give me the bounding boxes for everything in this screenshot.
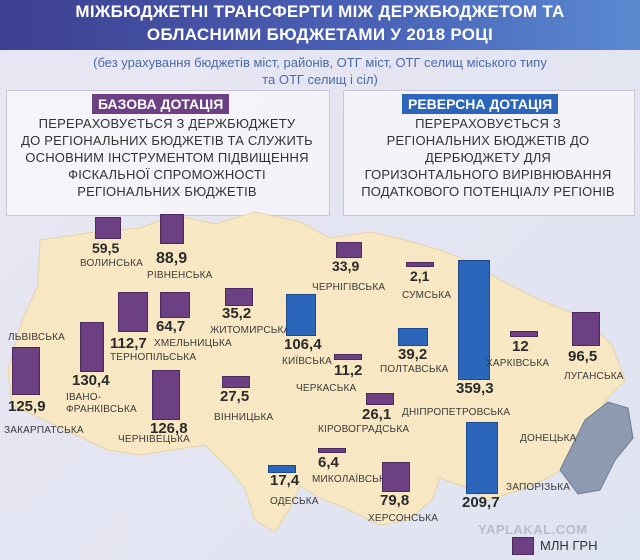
- reverse-desc-line: ДЕРБЮДЖЕТУ ДЛЯ: [424, 150, 552, 165]
- subtitle-line1: (без урахування бюджетів міст, районів, …: [93, 55, 547, 70]
- reverse-dotation-description: ПЕРЕРАХОВУЄТЬСЯ З РЕГІОНАЛЬНИХ БЮДЖЕТІВ …: [343, 115, 633, 200]
- bar-chernihivska: [336, 242, 362, 258]
- label-rivnenska: РІВНЕНСЬКА: [147, 270, 213, 281]
- label-dnipropetrovska: ДНІПРОПЕТРОВСЬКА: [402, 407, 511, 418]
- value-poltavska: 39,2: [398, 346, 428, 363]
- label-zaporizka: ЗАПОРІЗЬКА: [506, 482, 571, 493]
- label-ivano-frankivska: ІВАНО-ФРАНКІВСЬКА: [66, 392, 137, 415]
- label-khmelnytska: ХМЕЛЬНИЦЬКА: [154, 338, 232, 349]
- value-chernihivska: 33,9: [332, 258, 360, 274]
- watermark: YAPLAKAL.COM: [478, 522, 588, 537]
- bar-luhanska: [572, 312, 600, 346]
- value-kharkivska: 12: [512, 338, 529, 355]
- value-rivnenska: 88,9: [156, 250, 188, 267]
- value-kyivska: 106,4: [284, 336, 322, 353]
- bar-ternopilska: [118, 292, 148, 332]
- label-kyivska: КИЇВСЬКА: [282, 356, 333, 367]
- donetsk-area-outline: [559, 401, 634, 495]
- label-lvivska: ЛЬВІВСЬКА: [8, 332, 65, 343]
- bar-lvivska: [12, 347, 40, 395]
- bar-poltavska: [398, 328, 428, 346]
- reverse-desc-line: ГОРИЗОНТАЛЬНОГО ВИРІВНЮВАННЯ: [364, 167, 612, 182]
- bar-khmelnytska: [160, 292, 190, 318]
- value-cherkaska: 11,2: [334, 362, 363, 379]
- base-desc-line: ОСНОВНИМ ІНСТРУМЕНТОМ ПІДВИЩЕННЯ: [25, 150, 309, 165]
- bar-odeska: [268, 465, 296, 473]
- bar-cherkaska: [334, 354, 362, 360]
- label-luhanska: ЛУГАНСЬКА: [564, 371, 624, 382]
- label-volynska: ВОЛИНСЬКА: [80, 258, 144, 269]
- reverse-desc-line: РЕГІОНАЛЬНИХ БЮДЖЕТІВ ДО: [386, 133, 590, 148]
- bar-ivano-frankivska: [80, 322, 104, 372]
- legend-swatch: [512, 537, 534, 555]
- bar-kharkivska: [510, 331, 538, 337]
- bar-mykolaivska: [318, 448, 346, 453]
- bar-volynska: [95, 217, 121, 239]
- reverse-dotation-title: РЕВЕРСНА ДОТАЦІЯ: [402, 94, 559, 114]
- value-zhytomyrska: 35,2: [222, 305, 252, 322]
- label-ternopilska: ТЕРНОПІЛЬСЬКА: [110, 352, 197, 363]
- bar-chernivetska: [152, 370, 180, 420]
- legend-unit-label: МЛН ГРН: [540, 538, 598, 553]
- base-desc-line: ДО РЕГІОНАЛЬНИХ БЮДЖЕТІВ ТА СЛУЖИТЬ: [21, 133, 313, 148]
- value-mykolaivska: 6,4: [318, 454, 339, 471]
- label-zhytomyrska: ЖИТОМИРСЬКА: [210, 325, 291, 336]
- bar-vinnytska: [222, 376, 250, 388]
- value-khersonska: 79,8: [380, 492, 410, 509]
- label-donetska: ДОНЕЦЬКА: [520, 433, 577, 444]
- page-title-line1: МІЖБЮДЖЕТНІ ТРАНСФЕРТИ МІЖ ДЕРЖБЮДЖЕТОМ …: [75, 2, 565, 21]
- label-chernivetska: ЧЕРНІВЕЦЬКА: [118, 434, 190, 445]
- base-dotation-description: ПЕРЕРАХОВУЄТЬСЯ З ДЕРЖБЮДЖЕТУ ДО РЕГІОНА…: [6, 115, 328, 200]
- bar-khersonska: [382, 462, 410, 492]
- value-ternopilska: 112,7: [110, 335, 147, 352]
- reverse-desc-line: ПОДАТКОВОГО ПОТЕНЦІАЛУ РЕГІОНІВ: [361, 184, 615, 199]
- value-vinnytska: 27,5: [220, 388, 250, 405]
- label-cherkaska: ЧЕРКАСЬКА: [296, 383, 357, 394]
- value-sumska: 2,1: [410, 268, 430, 284]
- bar-zaporizka: [466, 422, 498, 494]
- value-kirovohradska: 26,1: [362, 406, 392, 423]
- bar-dnipropetrovska: [458, 260, 490, 380]
- value-ivano-frankivska: 130,4: [72, 372, 110, 389]
- label-vinnytska: ВІННИЦЬКА: [214, 412, 274, 423]
- value-volynska: 59,5: [92, 240, 120, 256]
- base-dotation-title: БАЗОВА ДОТАЦІЯ: [92, 94, 230, 114]
- page-title-line2: ОБЛАСНИМИ БЮДЖЕТАМИ У 2018 РОЦІ: [146, 25, 494, 44]
- bar-sumska: [406, 262, 434, 267]
- label-zakarpatska: ЗАКАРПАТСЬКА: [4, 425, 84, 436]
- bar-kyivska: [286, 294, 316, 336]
- value-lvivska: 125,9: [8, 398, 46, 415]
- value-dnipropetrovska: 359,3: [456, 380, 494, 397]
- subtitle-line2: та ОТГ селищ і сіл): [262, 72, 378, 87]
- value-odeska: 17,4: [270, 472, 300, 489]
- label-kirovohradska: КІРОВОГРАДСЬКА: [318, 424, 410, 435]
- header-banner: [0, 0, 640, 50]
- label-poltavska: ПОЛТАВСЬКА: [380, 364, 449, 375]
- base-desc-line: ПЕРЕРАХОВУЄТЬСЯ З ДЕРЖБЮДЖЕТУ: [38, 116, 296, 131]
- reverse-desc-line: ПЕРЕРАХОВУЄТЬСЯ З: [415, 116, 561, 131]
- bar-rivnenska: [160, 214, 184, 244]
- bar-kirovohradska: [366, 393, 394, 405]
- label-kharkivska: ХАРКІВСЬКА: [486, 358, 550, 369]
- base-desc-line: РЕГІОНАЛЬНИХ БЮДЖЕТІВ: [77, 184, 257, 199]
- label-chernihivska: ЧЕРНІГІВСЬКА: [312, 282, 386, 293]
- value-khmelnytska: 64,7: [156, 318, 186, 335]
- value-chernivetska: 126,8: [150, 420, 188, 437]
- label-sumska: СУМСЬКА: [402, 290, 452, 301]
- label-mykolaivska: МИКОЛАЇВСЬКА: [312, 474, 392, 485]
- value-luhanska: 96,5: [568, 348, 598, 365]
- base-desc-line: ФІСКАЛЬНОЇ СПРОМОЖНОСТІ: [68, 167, 266, 182]
- label-odeska: ОДЕСЬКА: [270, 496, 319, 507]
- value-zaporizka: 209,7: [462, 494, 500, 511]
- bar-zhytomyrska: [225, 288, 253, 306]
- label-khersonska: ХЕРСОНСЬКА: [368, 513, 439, 524]
